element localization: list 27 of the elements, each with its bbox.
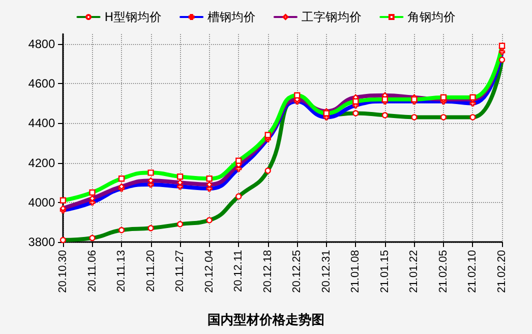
x-tick-label: 20.12.11 bbox=[232, 250, 245, 292]
y-tick-label: 4800 bbox=[28, 36, 56, 51]
text: 国内型材价格走势图 bbox=[208, 312, 324, 328]
y-tick-label: 4400 bbox=[28, 116, 56, 130]
x-tick-label: 20.11.20 bbox=[144, 250, 157, 292]
x-tick-label: 20.12.18 bbox=[262, 250, 274, 293]
x-tick-label: 20.11.27 bbox=[174, 250, 186, 292]
legend-label: 槽钢均价 bbox=[208, 10, 256, 24]
y-tick-label: 3800 bbox=[28, 235, 56, 249]
x-tick-label: 21.02.10 bbox=[466, 250, 479, 293]
x-tick-label: 21.02.05 bbox=[437, 250, 450, 293]
legend-label: 角钢均价 bbox=[408, 10, 456, 24]
x-tick-label: 20.11.13 bbox=[116, 250, 128, 292]
legend-label: H型钢均价 bbox=[104, 10, 162, 24]
x-tick-label: 20.12.31 bbox=[320, 250, 332, 293]
x-tick-label: 21.02.20 bbox=[496, 250, 508, 293]
x-tick-label: 20.10.30 bbox=[57, 250, 69, 293]
y-tick-label: 4000 bbox=[28, 195, 56, 210]
y-tick-label: 4200 bbox=[28, 156, 56, 170]
x-tick-label: 21.01.08 bbox=[350, 250, 362, 293]
x-tick-label: 20.12.04 bbox=[203, 250, 216, 293]
x-tick-label: 21.01.22 bbox=[408, 250, 420, 293]
y-tick-label: 4600 bbox=[28, 76, 56, 91]
x-tick-label: 20.12.25 bbox=[291, 250, 304, 293]
legend-label: 工字钢均价 bbox=[302, 10, 362, 24]
x-tick-label: 21.01.15 bbox=[378, 250, 391, 293]
x-tick-label: 20.11.06 bbox=[86, 250, 98, 292]
